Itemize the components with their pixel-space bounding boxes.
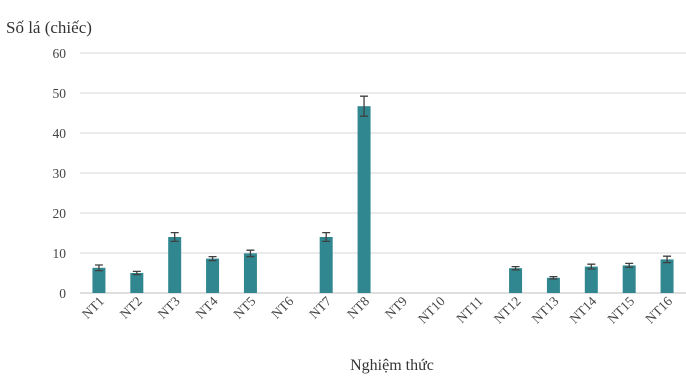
bar-nt8 — [357, 106, 371, 293]
x-tick-label: NT16 — [642, 293, 675, 326]
error-bar-nt12 — [511, 265, 520, 271]
x-tick-label: NT3 — [155, 293, 183, 321]
bar-nt5 — [243, 253, 257, 293]
bar-nt12 — [509, 268, 523, 293]
x-tick-label: NT2 — [117, 294, 145, 322]
error-bars — [94, 95, 672, 280]
bar-nt1 — [92, 267, 106, 293]
error-bar-nt16 — [663, 255, 672, 264]
x-tick-label: NT15 — [604, 293, 637, 326]
bar-nt15 — [622, 265, 636, 293]
bar-nt2 — [130, 273, 144, 293]
x-tick-label: NT4 — [193, 293, 221, 321]
error-bar-nt2 — [132, 270, 141, 276]
error-bar-nt14 — [587, 263, 596, 270]
bar-nt16 — [660, 259, 674, 293]
x-tick-label: NT8 — [344, 293, 372, 321]
x-tick-label: NT5 — [230, 293, 258, 321]
x-tick-label: NT1 — [79, 294, 107, 322]
y-tick-label: 30 — [53, 166, 67, 181]
error-bar-nt7 — [322, 231, 331, 243]
y-tick-label: 0 — [59, 286, 66, 301]
x-tick-label: NT9 — [382, 293, 410, 321]
error-bar-nt1 — [94, 264, 103, 272]
x-tick-label: NT7 — [306, 293, 334, 321]
x-axis-label: Nghiệm thức — [350, 357, 434, 374]
y-tick-label: 10 — [53, 246, 67, 261]
y-axis-label: Số lá (chiếc) — [6, 18, 92, 37]
bar-nt14 — [584, 266, 598, 293]
x-tick-label: NT13 — [529, 293, 562, 326]
y-tick-label: 50 — [53, 86, 67, 101]
bar-nt7 — [319, 237, 333, 293]
error-bar-nt8 — [360, 95, 369, 117]
x-tick-labels: NT1 NT2 NT3 NT4 NT5 NT6 NT7 NT8 NT9 NT10 NT11 NT12 N… — [79, 293, 675, 326]
x-tick-label: NT6 — [268, 293, 296, 321]
x-tick-label: NT11 — [453, 294, 486, 327]
bar-nt4 — [206, 258, 220, 293]
x-tick-label: NT12 — [491, 294, 524, 327]
bar-nt13 — [546, 277, 560, 293]
error-bar-nt5 — [246, 249, 255, 258]
bar-nt3 — [168, 237, 182, 293]
y-tick-label: 60 — [53, 46, 67, 61]
error-bar-nt13 — [549, 275, 558, 280]
bars — [92, 106, 674, 293]
error-bar-nt3 — [170, 231, 179, 243]
y-tick-label: 40 — [53, 126, 67, 141]
x-tick-label: NT10 — [415, 293, 448, 326]
error-bar-nt4 — [208, 255, 217, 262]
y-tick-labels: 0 10 20 30 40 50 60 — [53, 46, 67, 301]
error-bar-nt15 — [625, 262, 634, 269]
y-tick-label: 20 — [53, 206, 67, 221]
x-tick-label: NT14 — [567, 293, 600, 326]
